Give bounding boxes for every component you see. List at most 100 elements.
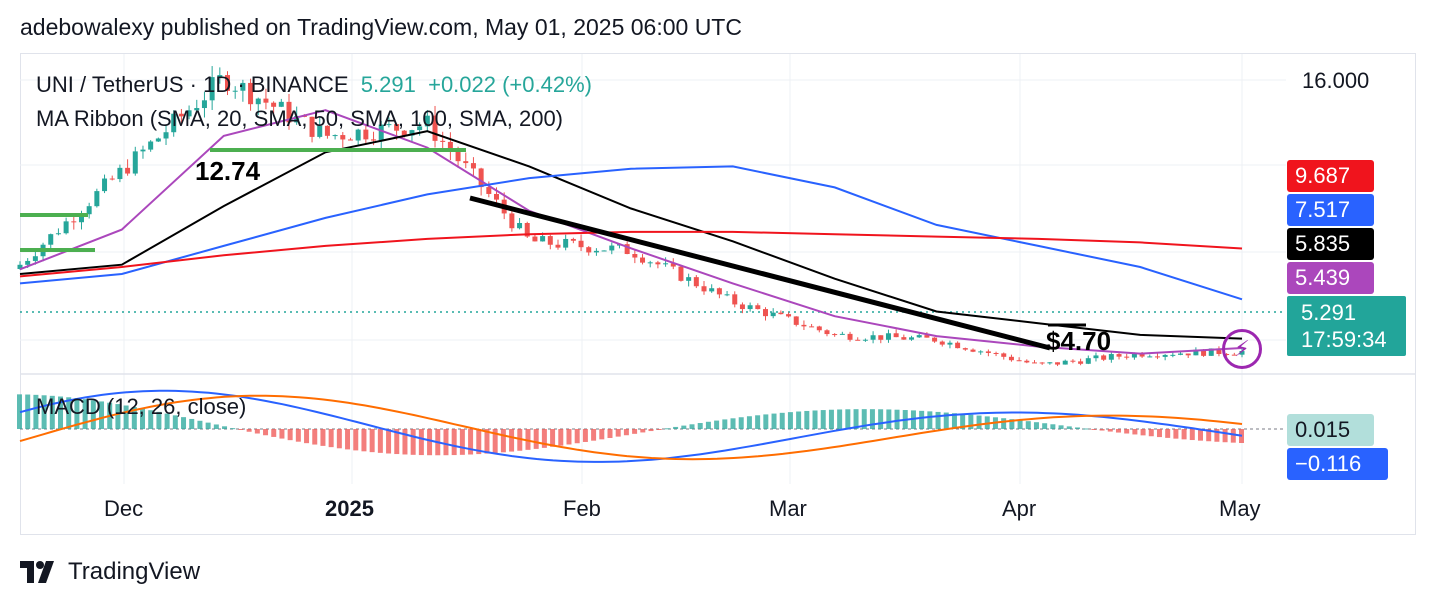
macd-bar <box>1050 424 1056 429</box>
candle-body <box>148 141 154 150</box>
macd-bar <box>222 426 228 429</box>
candle-body <box>670 263 676 267</box>
candle-body <box>839 333 845 335</box>
time-label-mar: Mar <box>769 496 807 521</box>
candle-body <box>663 263 669 265</box>
candle-body <box>440 140 446 142</box>
macd-bar <box>361 429 367 452</box>
candle-body <box>924 335 930 338</box>
ma-ribbon-legend: MA Ribbon (SMA, 20, SMA, 50, SMA, 100, S… <box>36 106 564 131</box>
candle-body <box>117 167 123 180</box>
macd-bar <box>853 409 859 429</box>
macd-bar <box>115 404 121 429</box>
macd-line <box>19 389 1243 463</box>
macd-bar <box>140 408 146 429</box>
signal-line <box>19 394 1243 461</box>
candle-body <box>332 135 338 137</box>
candle-body <box>778 312 784 315</box>
macd-bar <box>131 407 137 429</box>
macd-bar <box>607 429 613 438</box>
candle-body <box>17 264 23 269</box>
candle-body <box>739 304 745 310</box>
candle-body <box>140 149 146 152</box>
candle-body <box>494 193 500 200</box>
macd-bar <box>738 417 744 429</box>
candle-body <box>586 247 592 253</box>
lightning-icon[interactable]: ⚡ <box>1222 329 1262 369</box>
macd-bar <box>1107 429 1113 432</box>
candle-body <box>271 102 277 107</box>
candle-body <box>563 238 569 248</box>
high-annotation: 12.74 <box>195 156 261 186</box>
macd-bar <box>558 429 564 446</box>
candle-body <box>901 337 907 340</box>
macd-bar <box>1017 420 1023 429</box>
macd-bar <box>837 409 843 429</box>
candle-body <box>178 113 184 117</box>
macd-bar <box>886 409 892 429</box>
candle-body <box>547 236 553 245</box>
macd-bar <box>1181 429 1187 440</box>
candle-body <box>1001 353 1007 357</box>
macd-bar <box>787 412 793 429</box>
candle-body <box>593 250 599 253</box>
macd-histogram <box>17 394 1244 456</box>
candle-body <box>417 126 423 131</box>
macd-bar <box>1099 429 1105 431</box>
macd-bar <box>1058 425 1064 429</box>
candle-body <box>932 337 938 342</box>
candle-body <box>186 110 192 117</box>
symbol-name: UNI / TetherUS · 1D · BINANCE <box>36 72 349 97</box>
candle-body <box>401 130 407 136</box>
macd-bar <box>976 415 982 429</box>
macd-bar <box>968 414 974 429</box>
candle-body <box>163 132 169 139</box>
candle-body <box>309 116 315 137</box>
macd-bar <box>1009 419 1015 429</box>
ma200-tag: 9.687 <box>1287 160 1374 192</box>
macd-bar <box>353 429 359 451</box>
macd-bar <box>550 429 556 447</box>
macd-bar <box>476 429 482 455</box>
macd-bar <box>328 429 334 448</box>
macd-bar <box>525 429 531 450</box>
macd-bar <box>1042 423 1048 429</box>
candle-body <box>102 178 108 192</box>
candle-body <box>1070 360 1076 362</box>
macd-bar <box>500 429 506 453</box>
macd-bar <box>861 409 867 429</box>
macd-bar <box>828 409 834 429</box>
candle-body <box>916 335 922 338</box>
macd-bar <box>197 420 203 429</box>
candle-body <box>601 250 607 252</box>
macd-bar <box>66 397 72 429</box>
macd-bar <box>574 429 580 444</box>
macd-bar <box>246 429 252 432</box>
macd-bar <box>582 429 588 442</box>
macd-bar <box>591 429 597 441</box>
candle-body <box>71 221 77 223</box>
candle-body <box>232 90 238 92</box>
candle-body <box>347 139 353 141</box>
candle-body <box>201 100 207 109</box>
candle-body <box>278 101 284 107</box>
candle-body <box>194 108 200 111</box>
macd-bar <box>1222 429 1228 443</box>
publisher-header: adebowalexy published on TradingView.com… <box>20 14 742 40</box>
macd-bar <box>755 415 761 429</box>
candle-body <box>762 309 768 317</box>
macd-bar <box>533 429 539 449</box>
macd-bar <box>172 415 178 429</box>
candle-body <box>1039 362 1045 364</box>
candle-body <box>970 349 976 352</box>
candle-body <box>1216 348 1222 355</box>
macd-bar <box>312 429 318 445</box>
macd-bar <box>1156 429 1162 438</box>
macd-bar <box>1173 429 1179 439</box>
macd-bar <box>492 429 498 453</box>
candle-body <box>701 286 707 292</box>
candle-body <box>632 254 638 258</box>
macd-bar <box>189 418 195 429</box>
macd-bar <box>25 394 31 429</box>
macd-bar <box>263 429 269 436</box>
